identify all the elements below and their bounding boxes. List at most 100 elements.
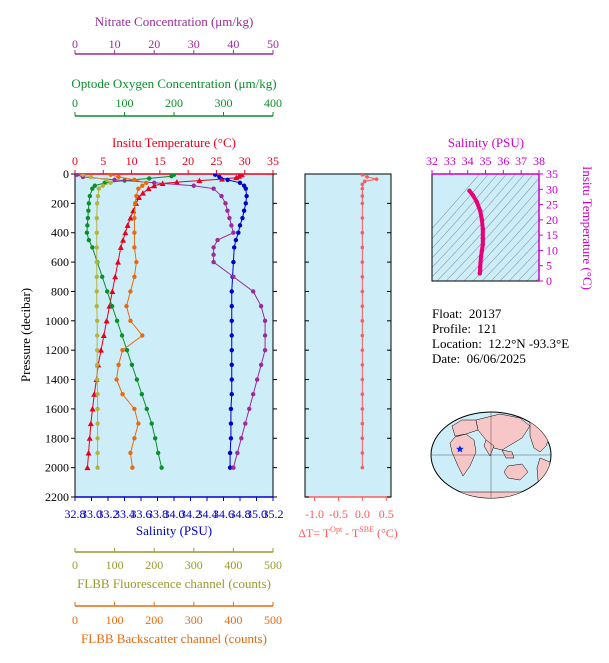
delta-point xyxy=(360,465,365,470)
ts-xtick-label: 35 xyxy=(480,154,492,168)
backscatter-point xyxy=(116,174,121,180)
nitrate-point xyxy=(231,465,236,470)
salinity-point xyxy=(229,347,234,353)
nitrate-point xyxy=(262,347,268,353)
main-axes: 0200400600800100012001400160018002000220… xyxy=(45,37,284,627)
temperature-point xyxy=(173,179,180,185)
nitrate-point xyxy=(262,318,268,324)
ts-contour-line xyxy=(490,229,539,281)
backscatter-point xyxy=(116,362,121,368)
fluorescence-tick-label: 500 xyxy=(264,558,282,572)
nitrate-point xyxy=(75,174,80,177)
ts-ytick-label: 10 xyxy=(546,243,558,257)
fluorescence-point xyxy=(100,183,105,188)
oxygen-point xyxy=(109,303,115,309)
nitrate-point xyxy=(225,208,230,213)
oxygen-point xyxy=(147,176,152,181)
salinity-tick-label: 33.4 xyxy=(114,507,135,521)
nitrate-point xyxy=(211,186,216,191)
oxygen-tick-label: 200 xyxy=(165,96,183,110)
fluorescence-point xyxy=(94,245,99,250)
fluorescence-point xyxy=(94,289,99,294)
pressure-tick-label: 200 xyxy=(51,196,69,210)
nitrate-point xyxy=(251,289,256,294)
nitrate-point xyxy=(254,377,260,382)
ts-ytick-label: 35 xyxy=(546,167,558,181)
temperature-point xyxy=(112,273,119,280)
oxygen-point xyxy=(139,392,145,397)
float-info-line: Float: 20137 xyxy=(432,306,502,321)
salinity-point xyxy=(229,303,234,309)
salinity-axis-label: Salinity (PSU) xyxy=(136,523,212,538)
oxygen-tick-label: 300 xyxy=(215,96,233,110)
delta-point xyxy=(360,304,365,308)
salinity-point xyxy=(243,186,248,191)
nitrate-point xyxy=(258,303,264,309)
delta-point xyxy=(360,377,365,382)
pressure-axis-label: Pressure (decibar) xyxy=(18,288,33,382)
ts-contour-line xyxy=(517,258,539,281)
delta-tick-label: -1.0 xyxy=(305,507,324,521)
fluorescence-tick-label: 300 xyxy=(185,558,203,572)
salinity-point xyxy=(228,421,234,426)
ts-point xyxy=(479,217,485,223)
salinity-tick-label: 34.4 xyxy=(197,507,218,521)
delta-point xyxy=(360,363,365,367)
temperature-point xyxy=(86,435,93,441)
map-land-seasia xyxy=(501,449,515,459)
backscatter-point xyxy=(120,347,125,353)
backscatter-point xyxy=(120,392,125,397)
nitrate-point xyxy=(239,436,244,441)
backscatter-tick-label: 400 xyxy=(224,613,242,627)
map-land-antarctica xyxy=(439,491,546,498)
location-value: 12.2°N -93.3°E xyxy=(488,336,570,351)
ts-point xyxy=(478,260,483,265)
oxygen-point xyxy=(87,193,93,199)
oxygen-tick-label: 400 xyxy=(264,96,282,110)
date-value: 06/06/2025 xyxy=(466,351,526,366)
salinity-tick-label: 34.8 xyxy=(230,507,251,521)
nitrate-point xyxy=(223,201,228,206)
nitrate-tick-label: 50 xyxy=(267,37,279,51)
ts-contour-line xyxy=(432,174,480,229)
delta-point xyxy=(360,319,365,323)
fluorescence-point xyxy=(95,436,100,441)
temperature-point xyxy=(98,347,105,353)
temperature-point xyxy=(124,222,131,228)
ts-contour-line xyxy=(549,164,609,286)
nitrate-point xyxy=(215,237,220,243)
salinity-point xyxy=(225,177,230,183)
delta-point xyxy=(362,179,367,184)
map-land-australia xyxy=(503,463,529,481)
delta-point xyxy=(360,194,365,198)
ts-contour-line xyxy=(508,248,539,281)
temperature-point xyxy=(135,194,142,200)
pressure-tick-label: 800 xyxy=(51,284,69,298)
nitrate-axis-label: Nitrate Concentration (μm/kg) xyxy=(95,14,254,29)
backscatter-point xyxy=(140,333,145,338)
oxygen-point xyxy=(85,215,91,221)
ts-contour-line xyxy=(432,174,498,249)
backscatter-tick-label: 0 xyxy=(72,613,78,627)
delta-point xyxy=(360,186,365,191)
backscatter-point xyxy=(136,421,141,426)
salinity-point xyxy=(227,450,233,456)
salinity-tick-label: 35.2 xyxy=(263,507,284,521)
backscatter-point xyxy=(108,174,113,177)
ts-contour-line xyxy=(526,268,539,281)
oxygen-point xyxy=(149,421,154,426)
salinity-tick-label: 35.0 xyxy=(246,507,267,521)
fluorescence-point xyxy=(104,177,109,183)
temperature-point xyxy=(87,420,94,427)
salinity-point xyxy=(217,174,222,180)
backscatter-tick-label: 100 xyxy=(106,613,124,627)
pressure-tick-label: 1000 xyxy=(45,314,69,328)
salinity-point xyxy=(229,392,234,397)
ts-ytick-label: 20 xyxy=(546,213,558,227)
oxygen-point xyxy=(144,406,149,412)
main-series xyxy=(75,174,268,471)
oxygen-point xyxy=(134,377,140,382)
fluorescence-point xyxy=(94,303,99,309)
delta-axes: -1.0 -0.5 0.0 0.5 xyxy=(304,173,394,521)
